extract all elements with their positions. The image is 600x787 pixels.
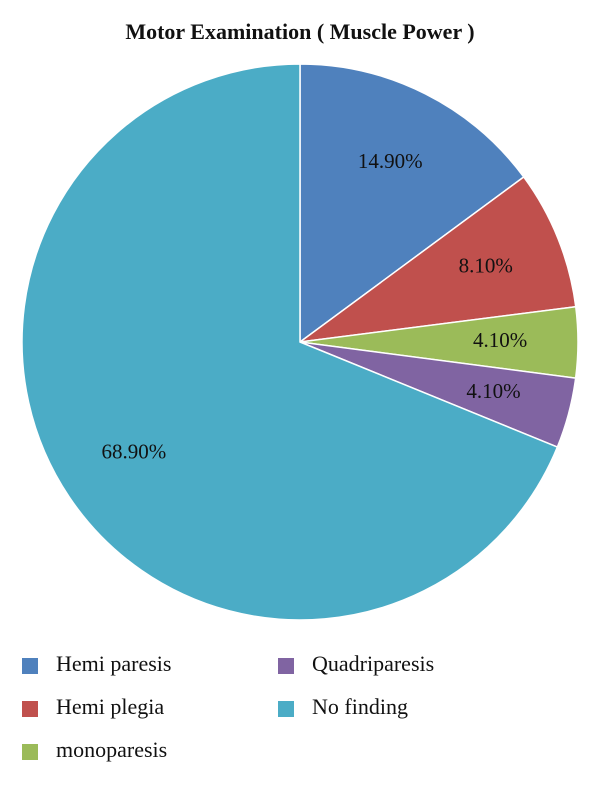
legend-label: Hemi plegia: [56, 694, 164, 719]
legend-swatch: [22, 744, 38, 760]
legend-label: Hemi paresis: [56, 651, 171, 676]
data-label: 68.90%: [101, 439, 166, 463]
legend-swatch: [278, 701, 294, 717]
pie-slice: [299, 63, 525, 344]
legend-swatch: [278, 658, 294, 674]
legend-label: No finding: [312, 694, 408, 719]
data-label: 4.10%: [466, 379, 520, 403]
chart-title: Motor Examination ( Muscle Power ): [125, 19, 474, 44]
legend-swatch: [22, 658, 38, 674]
data-label: 4.10%: [473, 328, 527, 352]
legend-swatch: [22, 701, 38, 717]
pie-slice: [21, 63, 559, 621]
data-label: 8.10%: [459, 253, 513, 277]
legend-label: Quadriparesis: [312, 651, 434, 676]
data-label: 14.90%: [358, 149, 423, 173]
legend-label: monoparesis: [56, 737, 167, 762]
pie-slice: [297, 175, 577, 344]
